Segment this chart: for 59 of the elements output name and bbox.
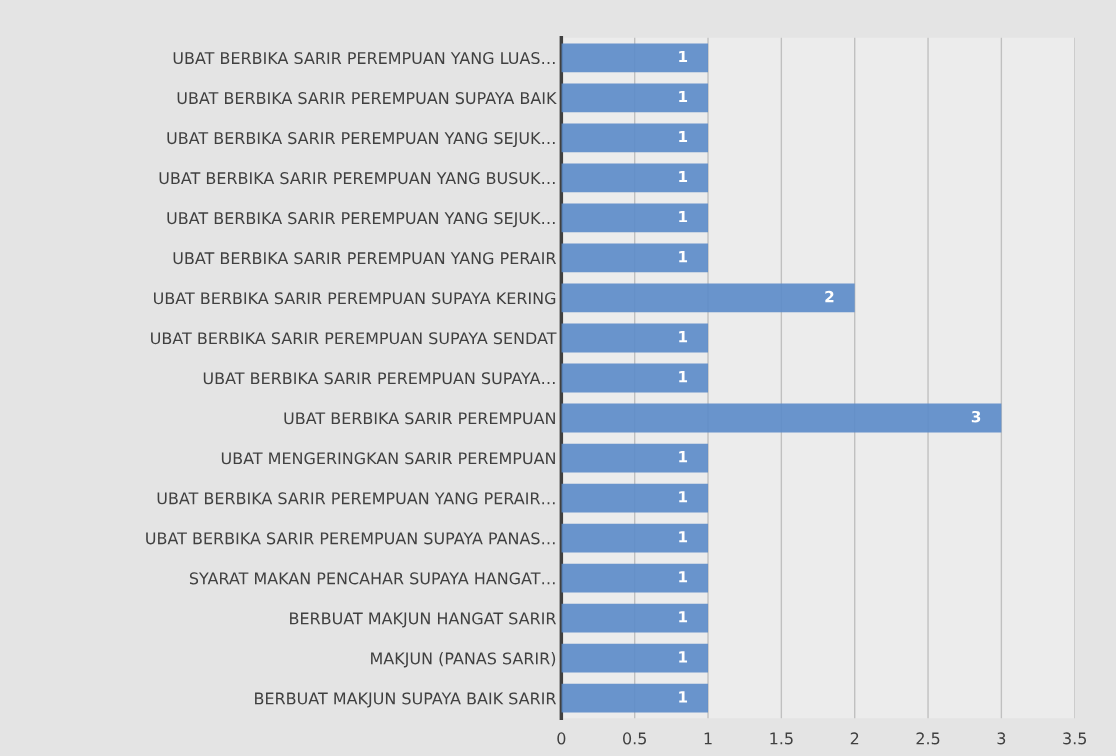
bar xyxy=(561,443,709,473)
y-tick-label: UBAT BERBIKA SARIR PEREMPUAN SUPAYA KERING xyxy=(154,292,556,305)
data-label: 1 xyxy=(679,571,688,583)
data-label: 1 xyxy=(679,651,688,663)
y-tick-label: UBAT BERBIKA SARIR PEREMPUAN SUPAYA PANAS… xyxy=(146,532,555,545)
x-tick-label: 3.5 xyxy=(1063,732,1087,745)
y-tick-label: UBAT BERBIKA SARIR PEREMPUAN YANG SEJUK… xyxy=(167,132,555,148)
x-tick-label: 0 xyxy=(557,732,566,745)
data-label: 1 xyxy=(679,50,688,63)
x-tick-label: 1 xyxy=(704,732,712,745)
bar xyxy=(561,483,709,513)
data-label: 1 xyxy=(679,210,688,223)
y-tick-label: BERBUAT MAKJUN HANGAT SARIR xyxy=(290,612,557,628)
bar xyxy=(561,363,709,393)
bar xyxy=(561,403,1002,433)
y-tick-label: UBAT BERBIKA SARIR PEREMPUAN SUPAYA… xyxy=(203,372,555,385)
bar xyxy=(561,323,709,353)
bar xyxy=(561,83,709,113)
bar xyxy=(561,43,709,73)
data-label: 1 xyxy=(679,611,688,623)
data-label: 1 xyxy=(679,491,688,503)
data-label: 2 xyxy=(825,290,834,303)
y-tick-label: BERBUAT MAKJUN SUPAYA BAIK SARIR xyxy=(255,692,557,708)
x-tick-label: 2 xyxy=(850,732,859,745)
y-tick-label: UBAT BERBIKA SARIR PEREMPUAN YANG PERAIR xyxy=(173,252,557,265)
data-label: 1 xyxy=(679,451,688,463)
y-tick-label: UBAT MENGERINGKAN SARIR PEREMPUAN xyxy=(221,452,555,465)
y-tick-label: UBAT BERBIKA SARIR PEREMPUAN SUPAYA SENDAT xyxy=(151,332,557,345)
x-tick-label: 2.5 xyxy=(916,732,940,745)
data-label: 1 xyxy=(679,331,688,343)
bar xyxy=(561,163,709,193)
data-label: 3 xyxy=(971,410,981,423)
data-label: 1 xyxy=(679,371,688,383)
bar xyxy=(561,123,709,153)
bar xyxy=(561,603,709,633)
y-tick-label: UBAT BERBIKA SARIR PEREMPUAN xyxy=(284,412,555,425)
y-tick-label: SYARAT MAKAN PENCAHAR SUPAYA HANGAT… xyxy=(189,572,555,585)
x-tick-label: 0.5 xyxy=(623,732,646,745)
data-label: 1 xyxy=(679,691,688,703)
data-label: 1 xyxy=(679,251,688,263)
bar xyxy=(561,563,709,593)
bar xyxy=(561,683,709,713)
bar xyxy=(561,643,709,673)
data-label: 1 xyxy=(679,170,688,183)
y-tick-label: MAKJUN (PANAS SARIR) xyxy=(371,652,556,668)
y-tick-label: UBAT BERBIKA SARIR PEREMPUAN SUPAYA BAIK xyxy=(177,92,557,105)
data-label: 1 xyxy=(679,90,688,103)
bar xyxy=(561,283,855,313)
data-label: 1 xyxy=(679,531,688,543)
x-tick-label: 3 xyxy=(997,732,1006,745)
y-tick-label: UBAT BERBIKA SARIR PEREMPUAN YANG BUSUK… xyxy=(159,172,555,185)
bar xyxy=(561,203,709,233)
x-tick-label: 1.5 xyxy=(770,732,793,745)
bar xyxy=(561,243,709,273)
y-tick-label: UBAT BERBIKA SARIR PEREMPUAN YANG PERAIR… xyxy=(157,492,555,505)
y-tick-label: UBAT BERBIKA SARIR PEREMPUAN YANG LUAS… xyxy=(173,52,555,65)
y-tick-label: UBAT BERBIKA SARIR PEREMPUAN YANG SEJUK… xyxy=(167,212,555,228)
data-label: 1 xyxy=(679,130,688,143)
bar xyxy=(561,523,709,553)
